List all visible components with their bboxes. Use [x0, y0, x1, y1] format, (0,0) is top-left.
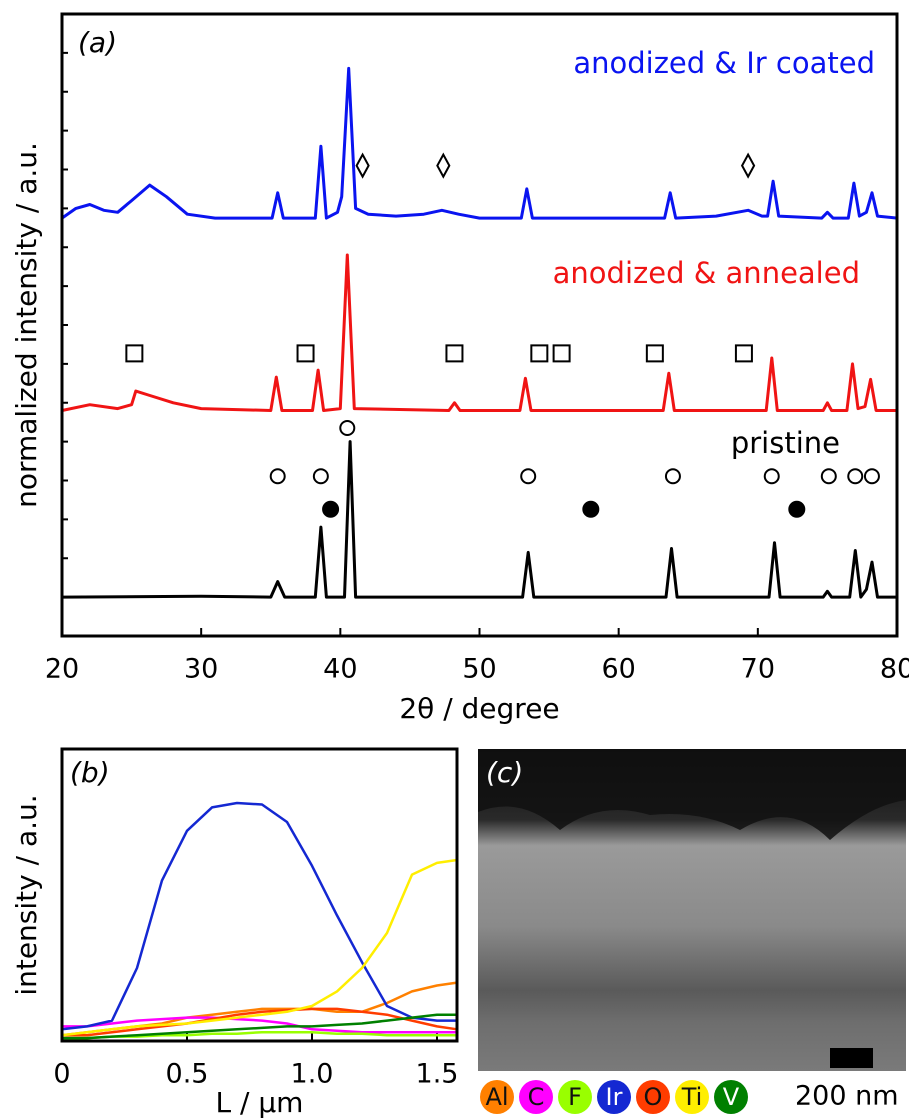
phase-marker: [445, 344, 464, 363]
phase-marker: [582, 500, 600, 518]
x-axis-label: L / μm: [216, 1086, 304, 1118]
x-tick-label: 80: [880, 654, 909, 685]
legend-label: F: [568, 1083, 582, 1111]
phase-marker: [296, 344, 315, 363]
phase-marker: [734, 344, 753, 363]
series-line: [61, 66, 898, 220]
plot-frame: [60, 747, 459, 1043]
series-line: [61, 253, 897, 412]
series-label: anodized & annealed: [553, 256, 860, 290]
legend-label: Ti: [681, 1083, 703, 1111]
legend-label: C: [528, 1083, 545, 1111]
phase-marker: [664, 468, 681, 485]
y-axis-label: intensity / a.u.: [10, 794, 43, 995]
legend-label: O: [644, 1083, 663, 1111]
x-tick-label: 60: [601, 654, 635, 685]
x-axis-label: 2θ / degree: [399, 692, 559, 725]
legend-swatch: [519, 1080, 553, 1114]
plot-frame: [60, 12, 899, 638]
series-line: [62, 1016, 457, 1034]
x-tick-label: 70: [741, 654, 775, 685]
legend-swatch: [480, 1080, 514, 1114]
sem-dark-region: [478, 749, 906, 840]
phase-marker: [740, 152, 756, 179]
image-panel: (c) 200 nm: [478, 749, 906, 1112]
phase-marker: [763, 468, 780, 485]
phase-marker: [339, 420, 356, 437]
legend-label: V: [723, 1083, 740, 1111]
legend-swatch: [675, 1080, 709, 1114]
series-line: [62, 1013, 457, 1040]
legend-label: Al: [485, 1083, 508, 1111]
scale-bar-label: 200 nm: [795, 1081, 899, 1112]
phase-marker: [645, 344, 664, 363]
series-line: [62, 1007, 458, 1037]
phase-marker: [312, 468, 329, 485]
legend-swatch: [636, 1080, 670, 1114]
scale-bar: [830, 1048, 873, 1068]
y-axis-label: normalized intensity / a.u.: [10, 142, 43, 508]
legend-swatch: [597, 1080, 631, 1114]
phase-marker: [436, 152, 451, 179]
legend-swatch: [714, 1080, 748, 1114]
x-tick-label: 0: [53, 1059, 70, 1090]
phase-marker: [269, 468, 286, 485]
series-label: pristine: [731, 426, 840, 460]
legend-label: Ir: [606, 1083, 623, 1111]
phase-marker: [530, 344, 549, 363]
panel-label: (b): [70, 756, 110, 789]
series-line: [61, 440, 897, 599]
series-line: [61, 801, 457, 1031]
panel-label: (a): [78, 26, 117, 59]
x-tick-label: 40: [323, 654, 357, 685]
phase-marker: [125, 344, 144, 363]
x-tick-label: 20: [45, 654, 79, 685]
phase-marker: [322, 500, 340, 518]
phase-marker: [552, 344, 571, 363]
phase-marker: [355, 152, 370, 179]
x-tick-label: 1.0: [291, 1059, 334, 1090]
panel-label: (c): [486, 756, 523, 789]
legend-swatch: [558, 1080, 592, 1114]
phase-marker: [847, 468, 864, 485]
series-line: [61, 858, 458, 1037]
x-tick-label: 1.5: [416, 1059, 459, 1090]
phase-marker: [520, 468, 537, 485]
x-tick-label: 50: [462, 654, 496, 685]
phase-marker: [820, 468, 837, 485]
x-tick-label: 0.5: [166, 1059, 209, 1090]
phase-marker: [788, 500, 806, 518]
series-label: anodized & Ir coated: [573, 46, 875, 80]
phase-marker: [863, 468, 880, 485]
x-tick-label: 30: [184, 654, 218, 685]
